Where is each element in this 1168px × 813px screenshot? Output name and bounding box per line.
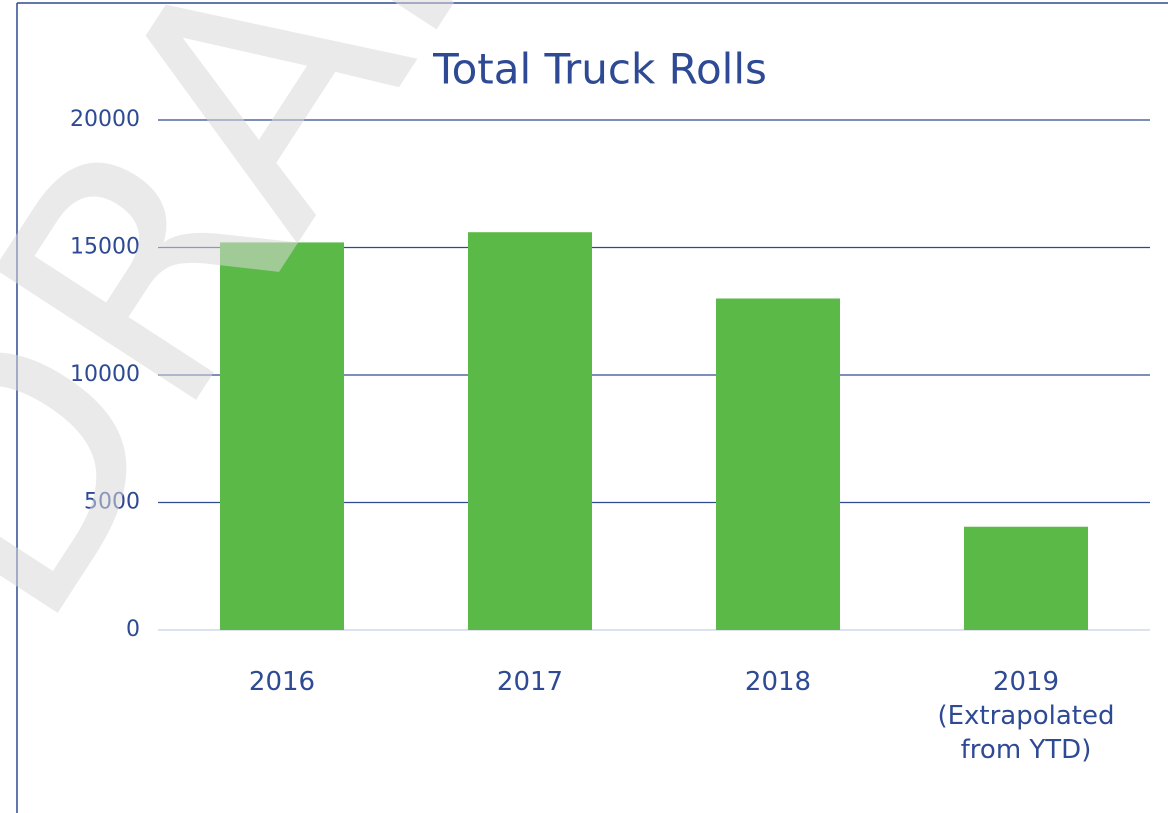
- bar: [716, 298, 840, 630]
- x-tick-label: 2018: [744, 667, 812, 697]
- y-tick-label: 5000: [84, 490, 140, 515]
- y-tick-label: 20000: [70, 107, 140, 132]
- y-tick-label: 0: [126, 617, 140, 642]
- x-tick-label: 2019 (Extrapolated from YTD): [937, 667, 1115, 765]
- x-tick-label: 2017: [496, 667, 564, 697]
- chart-title: Total Truck Rolls: [432, 45, 767, 94]
- bar: [220, 242, 344, 630]
- bar: [964, 526, 1088, 630]
- x-tick-label: 2016: [248, 667, 316, 697]
- bar: [468, 232, 592, 630]
- y-tick-label: 10000: [70, 362, 140, 387]
- watermark: DRAFT: [0, 0, 697, 682]
- y-tick-label: 15000: [70, 235, 140, 260]
